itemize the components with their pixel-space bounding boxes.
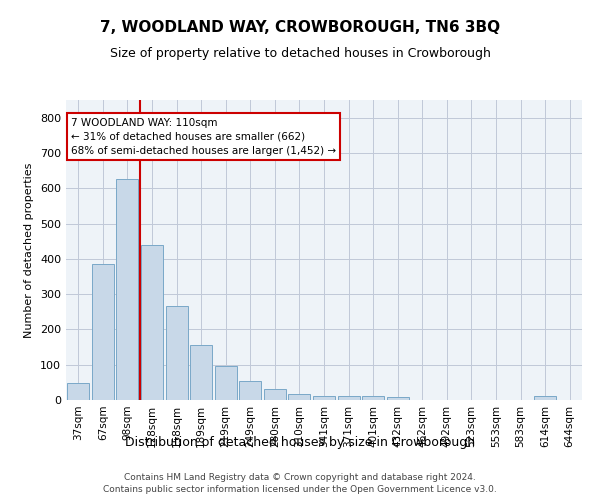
Bar	[289, 394, 310, 400]
Bar	[141, 244, 163, 400]
Y-axis label: Number of detached properties: Number of detached properties	[25, 162, 34, 338]
Text: Contains public sector information licensed under the Open Government Licence v3: Contains public sector information licen…	[103, 486, 497, 494]
Bar	[215, 366, 237, 400]
Text: Contains HM Land Registry data © Crown copyright and database right 2024.: Contains HM Land Registry data © Crown c…	[124, 473, 476, 482]
Bar	[313, 396, 335, 400]
Text: 7, WOODLAND WAY, CROWBOROUGH, TN6 3BQ: 7, WOODLAND WAY, CROWBOROUGH, TN6 3BQ	[100, 20, 500, 35]
Bar	[534, 396, 556, 400]
Bar	[92, 264, 114, 400]
Bar	[116, 180, 139, 400]
Text: Size of property relative to detached houses in Crowborough: Size of property relative to detached ho…	[110, 48, 490, 60]
Text: 7 WOODLAND WAY: 110sqm
← 31% of detached houses are smaller (662)
68% of semi-de: 7 WOODLAND WAY: 110sqm ← 31% of detached…	[71, 118, 336, 156]
Bar	[67, 384, 89, 400]
Bar	[190, 346, 212, 400]
Text: Distribution of detached houses by size in Crowborough: Distribution of detached houses by size …	[125, 436, 475, 449]
Bar	[338, 396, 359, 400]
Bar	[362, 396, 384, 400]
Bar	[264, 390, 286, 400]
Bar	[166, 306, 188, 400]
Bar	[239, 382, 262, 400]
Bar	[386, 397, 409, 400]
